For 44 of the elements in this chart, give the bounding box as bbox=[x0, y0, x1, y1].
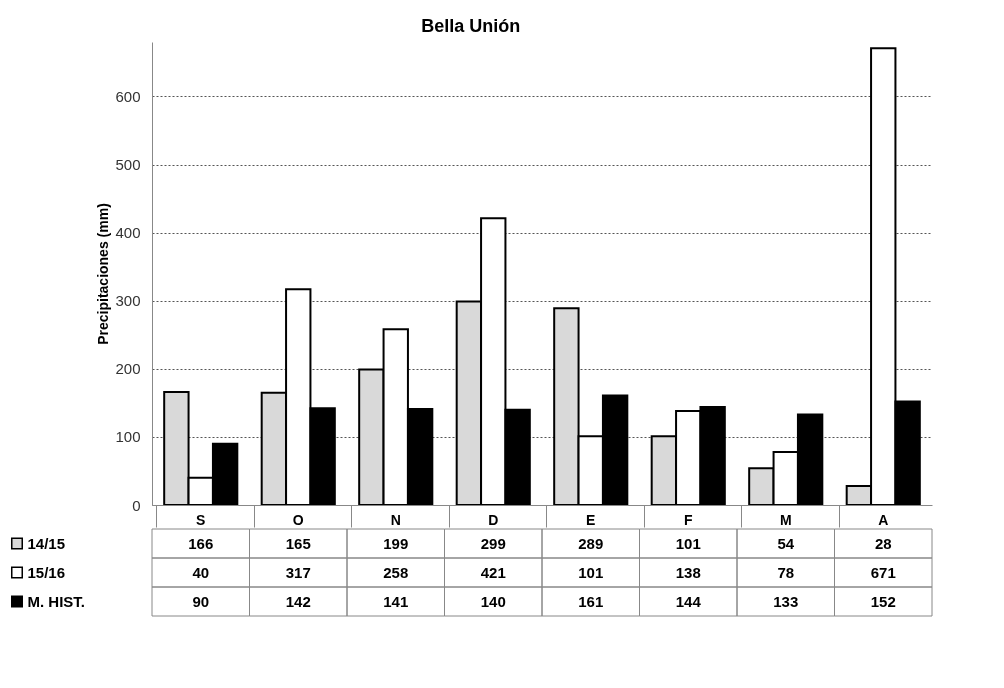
y-tick-label: 400 bbox=[115, 224, 141, 242]
data-label: 317 bbox=[285, 563, 311, 581]
y-tick-label: 300 bbox=[115, 292, 141, 310]
data-label: 101 bbox=[675, 534, 701, 552]
data-label: 258 bbox=[383, 563, 409, 581]
data-label: 161 bbox=[578, 592, 604, 610]
data-label: 54 bbox=[777, 534, 795, 552]
data-label: 165 bbox=[285, 534, 311, 552]
legend-label: 14/15 bbox=[27, 534, 66, 552]
x-tick-label: N bbox=[390, 511, 401, 528]
x-tick-label: A bbox=[878, 511, 889, 528]
y-tick-label: 600 bbox=[115, 87, 141, 105]
y-tick-label: 200 bbox=[115, 360, 141, 378]
data-label: 138 bbox=[675, 563, 701, 581]
x-tick-label: E bbox=[586, 511, 596, 528]
data-label: 152 bbox=[870, 592, 896, 610]
chart-title: Bella Unión bbox=[421, 16, 521, 36]
data-label: 133 bbox=[773, 592, 799, 610]
data-label: 166 bbox=[188, 534, 214, 552]
data-label: 142 bbox=[285, 592, 311, 610]
x-tick-label: M bbox=[779, 511, 792, 528]
y-tick-label: 500 bbox=[115, 156, 141, 174]
data-label: 101 bbox=[578, 563, 604, 581]
data-label: 199 bbox=[383, 534, 409, 552]
data-label: 144 bbox=[675, 592, 702, 610]
legend-label: 15/16 bbox=[27, 563, 66, 581]
data-label: 141 bbox=[383, 592, 409, 610]
data-label: 289 bbox=[578, 534, 604, 552]
y-tick-label: 0 bbox=[132, 496, 141, 514]
x-tick-label: O bbox=[292, 511, 304, 528]
data-label: 140 bbox=[480, 592, 506, 610]
x-tick-label: F bbox=[683, 511, 693, 528]
y-axis-title: Precipitaciones (mm) bbox=[95, 203, 112, 345]
data-label: 90 bbox=[192, 592, 210, 610]
y-tick-label: 100 bbox=[115, 428, 141, 446]
legend-label: M. HIST. bbox=[27, 592, 86, 610]
data-label: 299 bbox=[480, 534, 506, 552]
data-label: 28 bbox=[874, 534, 892, 552]
data-label: 40 bbox=[192, 563, 210, 581]
x-tick-label: D bbox=[488, 511, 499, 528]
data-label: 671 bbox=[870, 563, 896, 581]
data-label: 421 bbox=[480, 563, 506, 581]
data-label: 78 bbox=[777, 563, 795, 581]
x-tick-label: S bbox=[196, 511, 206, 528]
